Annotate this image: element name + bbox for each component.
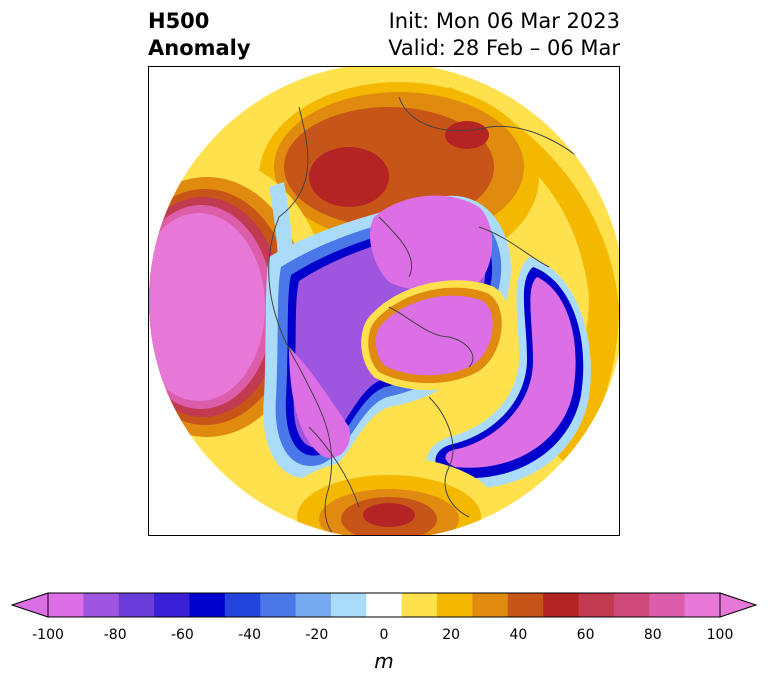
colorbar-unit: m bbox=[374, 649, 394, 673]
colorbar-under-triangle bbox=[10, 592, 49, 618]
colorbar-segment bbox=[472, 593, 509, 617]
colorbar-tick-label: 40 bbox=[509, 627, 528, 643]
colorbar-tick-label: 80 bbox=[643, 627, 662, 643]
colorbar-segments bbox=[48, 593, 721, 617]
colorbar-segment bbox=[401, 593, 438, 617]
colorbar-tick-label: -40 bbox=[238, 627, 262, 643]
colorbar-segment bbox=[543, 593, 580, 617]
colorbar-segment bbox=[260, 593, 297, 617]
colorbar bbox=[10, 592, 758, 618]
colorbar-segment bbox=[295, 593, 332, 617]
colorbar-segment bbox=[154, 593, 190, 617]
title-h500: H500 bbox=[148, 9, 210, 33]
colorbar-segment bbox=[224, 593, 261, 617]
colorbar-segment bbox=[613, 593, 650, 617]
colorbar-tick-label: -80 bbox=[103, 627, 127, 643]
colorbar-segment bbox=[507, 593, 544, 617]
map-frame bbox=[148, 66, 620, 536]
colorbar-tick-label: -60 bbox=[170, 627, 194, 643]
colorbar-tick-label: 60 bbox=[576, 627, 595, 643]
colorbar-tick-label: 0 bbox=[379, 627, 389, 643]
chart-title-right: Init: Mon 06 Mar 2023 Valid: 28 Feb – 06… bbox=[388, 8, 620, 62]
europe-trough-anomaly bbox=[426, 257, 591, 489]
colorbar-segment bbox=[83, 593, 120, 617]
colorbar-segment bbox=[684, 593, 721, 617]
anomaly-map bbox=[149, 67, 619, 535]
colorbar-frame bbox=[47, 592, 721, 618]
colorbar-tick-label: 100 bbox=[706, 627, 734, 643]
coastlines bbox=[268, 96, 590, 535]
colorbar-segment bbox=[649, 593, 686, 617]
chart-title-left: H500 Anomaly bbox=[148, 8, 251, 62]
colorbar-segment bbox=[578, 593, 615, 617]
greenland-ridge-anomaly bbox=[361, 280, 511, 391]
colorbar-segment bbox=[48, 593, 84, 617]
colorbar-tick-label: 20 bbox=[442, 627, 461, 643]
title-init-date: Init: Mon 06 Mar 2023 bbox=[388, 9, 620, 33]
title-valid-range: Valid: 28 Feb – 06 Mar bbox=[388, 36, 620, 60]
southern-us-ridge-anomaly bbox=[279, 457, 499, 535]
colorbar-tick-label: -100 bbox=[32, 627, 64, 643]
title-anomaly: Anomaly bbox=[148, 36, 251, 60]
colorbar-segment bbox=[437, 593, 473, 617]
colorbar-over-triangle bbox=[719, 592, 758, 618]
colorbar-tick-label: -20 bbox=[305, 627, 329, 643]
colorbar-segment bbox=[118, 593, 155, 617]
colorbar-segment bbox=[330, 593, 367, 617]
colorbar-segment bbox=[366, 593, 403, 617]
colorbar-segment bbox=[189, 593, 226, 617]
